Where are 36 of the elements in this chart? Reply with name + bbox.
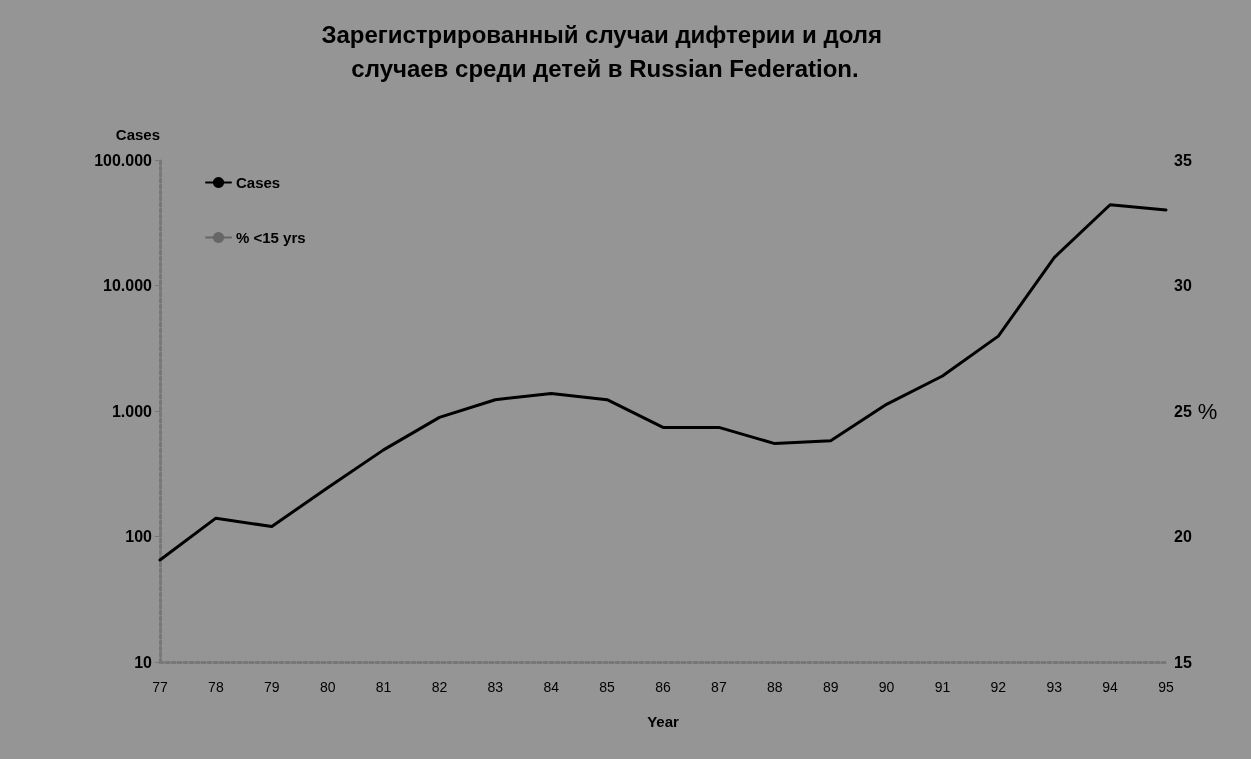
y-tick-label: 1.000 bbox=[111, 402, 153, 420]
x-tick-label: 85 bbox=[599, 679, 616, 695]
y2-tick-label: 20 bbox=[1174, 528, 1192, 545]
x-tick-label: 95 bbox=[1158, 679, 1174, 695]
x-tick-label: 89 bbox=[822, 679, 839, 695]
y2-axis-title: % bbox=[1197, 398, 1218, 424]
x-tick-label: 86 bbox=[655, 679, 671, 695]
x-tick-label: 83 bbox=[487, 679, 504, 695]
y-axis-title: Cases bbox=[115, 126, 160, 143]
y2-tick-label: 30 bbox=[1174, 277, 1192, 294]
x-tick-label: 91 bbox=[934, 679, 951, 695]
y2-tick-label: 35 bbox=[1174, 151, 1192, 169]
x-tick-label: 92 bbox=[990, 679, 1007, 695]
y2-tick-label: 15 bbox=[1174, 653, 1192, 671]
x-tick-label: 77 bbox=[152, 679, 168, 695]
legend-label: Cases bbox=[236, 174, 281, 191]
line-series bbox=[158, 203, 1168, 562]
x-tick-label: 87 bbox=[711, 679, 727, 695]
x-tick-label: 90 bbox=[878, 679, 895, 695]
y-tick-label: 10 bbox=[134, 653, 153, 671]
y-tick-label: 10.000 bbox=[103, 277, 153, 294]
x-tick-label: 84 bbox=[543, 679, 560, 695]
x-tick-label: 78 bbox=[208, 679, 224, 695]
legend-label: % <15 yrs bbox=[236, 229, 306, 246]
y2-tick-label: 25 bbox=[1174, 402, 1192, 420]
y-tick-label: 100.000 bbox=[94, 151, 153, 169]
x-axis-title: Year bbox=[647, 713, 680, 730]
x-tick-label: 81 bbox=[375, 679, 392, 695]
x-tick-label: 82 bbox=[431, 679, 448, 695]
x-tick-label: 79 bbox=[263, 679, 280, 695]
x-tick-label: 93 bbox=[1046, 679, 1063, 695]
x-tick-label: 80 bbox=[319, 679, 336, 695]
x-tick-label: 88 bbox=[766, 679, 783, 695]
x-tick-label: 94 bbox=[1102, 679, 1119, 695]
y-tick-label: 100 bbox=[125, 528, 153, 545]
chart-title: Зарегистрированный случаи дифтерии и доля случаев среди детей в Russian Federation. bbox=[321, 20, 889, 82]
